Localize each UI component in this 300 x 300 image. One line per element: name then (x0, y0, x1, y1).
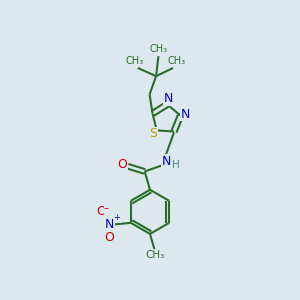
Text: O: O (97, 206, 106, 218)
Text: O: O (104, 231, 114, 244)
Text: N: N (181, 108, 190, 121)
Text: –: – (104, 203, 109, 213)
Text: +: + (113, 213, 120, 222)
Text: S: S (149, 128, 157, 140)
Text: N: N (164, 92, 173, 105)
Text: CH₃: CH₃ (167, 56, 185, 67)
Text: N: N (105, 218, 114, 231)
Text: O: O (117, 158, 127, 171)
Text: CH₃: CH₃ (149, 44, 167, 54)
Text: CH₃: CH₃ (146, 250, 165, 260)
Text: CH₃: CH₃ (125, 56, 143, 67)
Text: H: H (172, 160, 180, 170)
Text: N: N (162, 155, 171, 168)
